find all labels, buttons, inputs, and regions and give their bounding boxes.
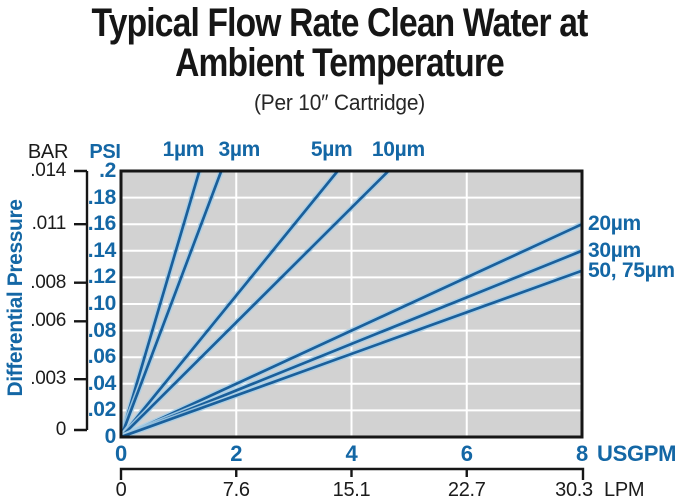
plot-border: [119, 169, 584, 439]
series-lines: [121, 171, 582, 437]
lpm-axis-bracket: [119, 467, 585, 480]
chart-subtitle: (Per 10″ Cartridge): [253, 90, 426, 115]
bar-axis: [74, 169, 89, 432]
chart-title-line1: Typical Flow Rate Clean Water at: [91, 1, 589, 45]
chart-title-line2: Ambient Temperature: [175, 41, 505, 85]
